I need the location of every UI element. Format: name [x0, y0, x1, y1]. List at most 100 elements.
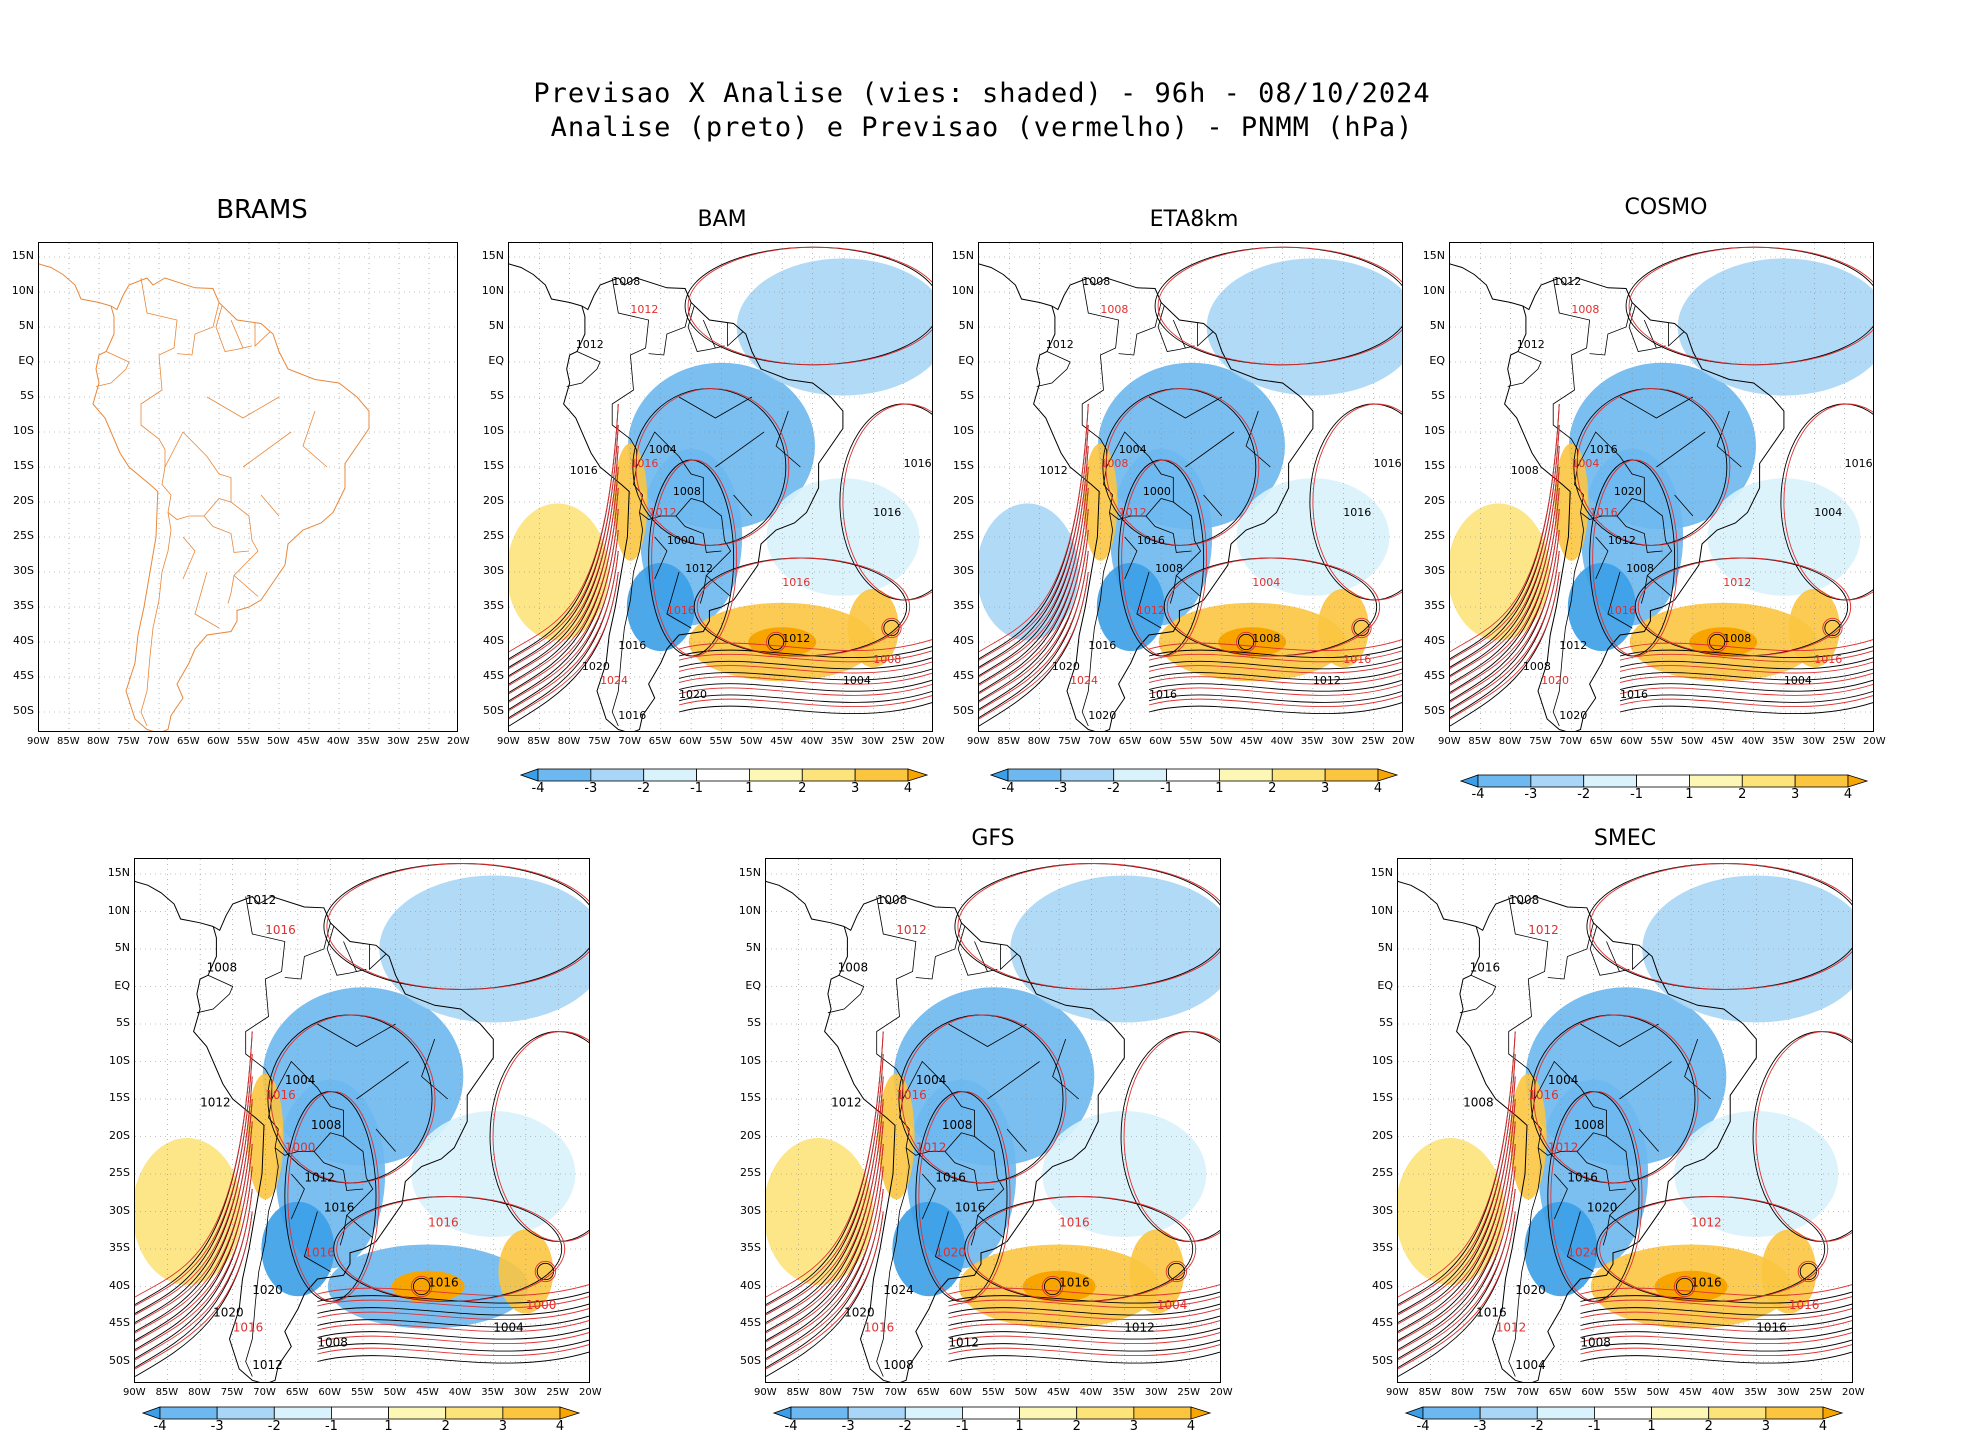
country-border	[957, 926, 988, 976]
country-border	[230, 319, 253, 349]
isobar-line	[317, 1332, 589, 1345]
isobar-label: 1004	[1548, 1073, 1579, 1087]
isobar-line	[678, 679, 932, 692]
longitude-tick-label: 65W	[177, 736, 200, 747]
country-border	[182, 536, 196, 580]
isobar-line	[1450, 550, 1560, 711]
colorbar-tick-label: -4	[531, 781, 545, 796]
isobar-line	[317, 1351, 589, 1364]
isobar-line	[948, 1327, 1220, 1340]
isobar-line	[678, 657, 932, 670]
isobar-label: 1016	[935, 1171, 966, 1185]
longitude-tick-label: 45W	[416, 1387, 439, 1398]
colorbar-segment	[1822, 1406, 1844, 1420]
country-border	[1589, 302, 1633, 356]
longitude-tick-label: 65W	[1118, 736, 1142, 747]
isobar-line	[967, 1196, 1197, 1302]
bias-shade-area	[626, 562, 695, 652]
country-border	[1508, 1147, 1542, 1377]
isobar-label: 1020	[1559, 709, 1587, 722]
longitude-tick-label: 50W	[383, 1387, 407, 1398]
isobar-label: 1016	[1845, 457, 1873, 470]
colorbar-gfs	[772, 1405, 1212, 1424]
isobar-line	[1148, 683, 1402, 696]
latitude-tick-label: 15S	[740, 1091, 761, 1104]
latitude-tick-label: 10N	[481, 284, 504, 297]
isobar-line	[979, 571, 1089, 720]
isobar-label: 1016	[1137, 534, 1165, 547]
isobar-label: 1016	[1590, 443, 1618, 456]
isobar-line	[317, 1339, 589, 1352]
isobar-line	[317, 1308, 589, 1321]
latitude-tick-label: 35S	[953, 599, 974, 612]
country-border	[775, 410, 801, 468]
latitude-tick-label: 50S	[1372, 1353, 1393, 1367]
colorbar-tick-label: -4	[1001, 781, 1015, 796]
isobar-label: 1004	[493, 1321, 524, 1335]
isobar-label: 1004	[843, 674, 871, 687]
latitude-tick-label: 50S	[483, 704, 504, 717]
isobar-label: 1016	[1756, 1321, 1787, 1335]
country-border	[1616, 515, 1663, 553]
longitude-tick-label: 70W	[884, 1387, 907, 1398]
country-border	[1459, 974, 1497, 1014]
colorbar-tick-label: -1	[955, 1419, 969, 1434]
bias-shade-area	[379, 875, 589, 1023]
isobar-label: 1012	[782, 632, 810, 645]
latitude-tick-label: 40S	[740, 1278, 761, 1292]
coastline	[135, 880, 214, 927]
isobar-label: 1008	[877, 893, 908, 907]
isobar-label: 1012	[1608, 534, 1636, 547]
isobar-line	[326, 863, 589, 990]
isobar-line	[678, 650, 932, 663]
latitude-tick-label: 30S	[13, 564, 34, 577]
isobar-line	[287, 1091, 380, 1302]
country-border	[974, 941, 998, 972]
latitude-tick-label: 20S	[740, 1128, 761, 1142]
country-border	[1508, 896, 1637, 1239]
isobar-line	[948, 1351, 1220, 1364]
latitude-tick-label: 5N	[958, 319, 974, 332]
colorbar-tick-label: 2	[441, 1419, 450, 1434]
latitude-tick-label: 25S	[109, 1166, 130, 1179]
isobar-label: 1016	[1528, 1088, 1559, 1102]
isobar-line	[1148, 679, 1402, 692]
isobar-line	[1755, 1031, 1852, 1242]
pressure-center	[1673, 1275, 1696, 1298]
isobar-label: 1012	[1040, 464, 1068, 477]
isobar-line	[1580, 1303, 1852, 1316]
colorbar-tick-label: 3	[851, 781, 860, 796]
isobar-line	[1148, 702, 1402, 715]
country-border	[95, 351, 130, 387]
latitude-tick-label: 15N	[107, 866, 130, 879]
longitude-tick-label: 55W	[1650, 736, 1674, 747]
isobar-label: 1016	[233, 1321, 264, 1335]
colorbar-tick-label: 4	[555, 1419, 565, 1434]
longitude-tick-label: 60W	[679, 736, 702, 747]
isobar-line	[678, 683, 932, 696]
map-panel-brams	[38, 242, 458, 732]
longitude-tick-label: 20W	[1863, 736, 1886, 747]
isobar-line	[1637, 557, 1852, 657]
latitude-tick-label: 50S	[740, 1353, 761, 1367]
isobar-label: 1012	[1124, 1321, 1155, 1335]
country-border	[915, 922, 962, 980]
isobar-line	[678, 661, 932, 674]
country-border	[611, 512, 644, 727]
country-border	[369, 944, 387, 971]
latitude-tick-label: 30S	[109, 1203, 130, 1217]
longitude-tick-label: 75W	[851, 1387, 875, 1398]
isobar-line	[1148, 672, 1402, 685]
longitude-tick-label: 60W	[207, 736, 230, 747]
isobar-label: 1012	[1553, 275, 1581, 288]
longitude-tick-label: 50W	[739, 736, 763, 747]
isobar-label: 1012	[304, 1171, 335, 1185]
longitude-tick-label: 40W	[1711, 1387, 1735, 1398]
isobar-label: 1024	[1567, 1246, 1598, 1260]
isobar-line	[509, 487, 619, 686]
isobar-label: 1012	[649, 506, 677, 519]
isobar-label: 1008	[1580, 1336, 1611, 1350]
isobar-label: 1016	[428, 1276, 459, 1290]
isobar-label: 1012	[948, 1336, 979, 1350]
colorbar-segment	[1741, 774, 1796, 788]
